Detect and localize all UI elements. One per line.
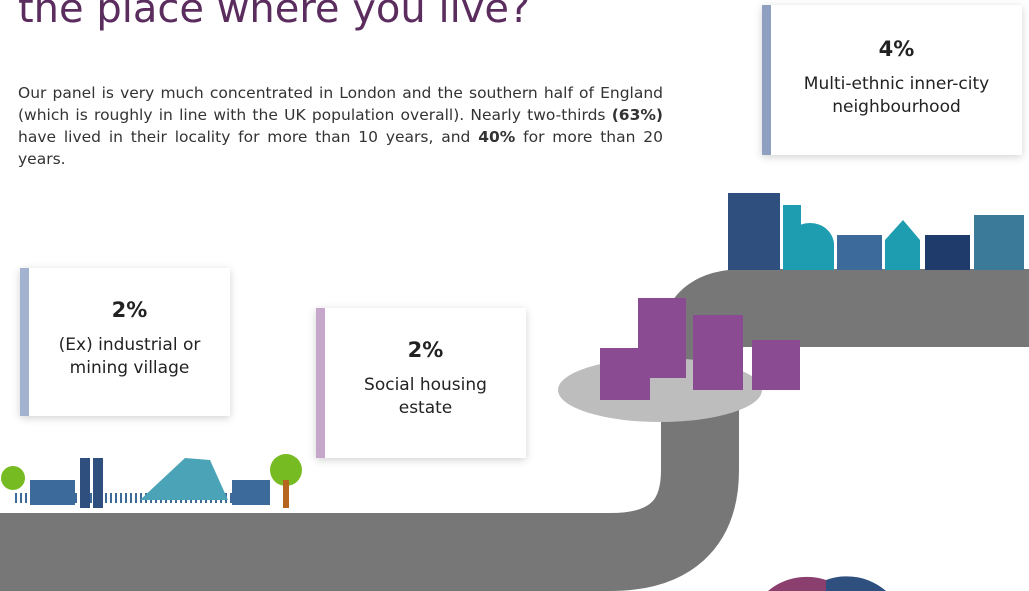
pie-hint: [826, 576, 886, 591]
callout-value: 4%: [771, 37, 1022, 61]
village: [1, 454, 302, 508]
pie-hint: [768, 577, 826, 591]
intro-bold: 40%: [478, 128, 515, 146]
intro-text: Our panel is very much concentrated in L…: [18, 84, 663, 124]
callout-label: (Ex) industrial or mining village: [29, 334, 230, 380]
callout: 4% Multi-ethnic inner-city neighbourhood: [762, 5, 1022, 155]
intro-text: have lived in their locality for more th…: [18, 128, 478, 146]
city-buildings: [728, 193, 1024, 270]
callout: 2% Social housing estate: [316, 308, 526, 458]
callout-value: 2%: [29, 298, 230, 322]
pointer: [525, 368, 545, 398]
callout: 2% (Ex) industrial or mining village: [20, 268, 230, 416]
callout-label: Social housing estate: [325, 374, 526, 420]
callout-label: Multi-ethnic inner-city neighbourhood: [771, 73, 1022, 119]
pointer: [150, 415, 180, 435]
page: the place where you live? Our panel is v…: [0, 0, 1029, 591]
callout-value: 2%: [325, 338, 526, 362]
intro: Our panel is very much concentrated in L…: [18, 82, 663, 170]
title: the place where you live?: [18, 0, 530, 32]
intro-bold: (63%): [612, 106, 663, 124]
pointer: [940, 155, 970, 175]
